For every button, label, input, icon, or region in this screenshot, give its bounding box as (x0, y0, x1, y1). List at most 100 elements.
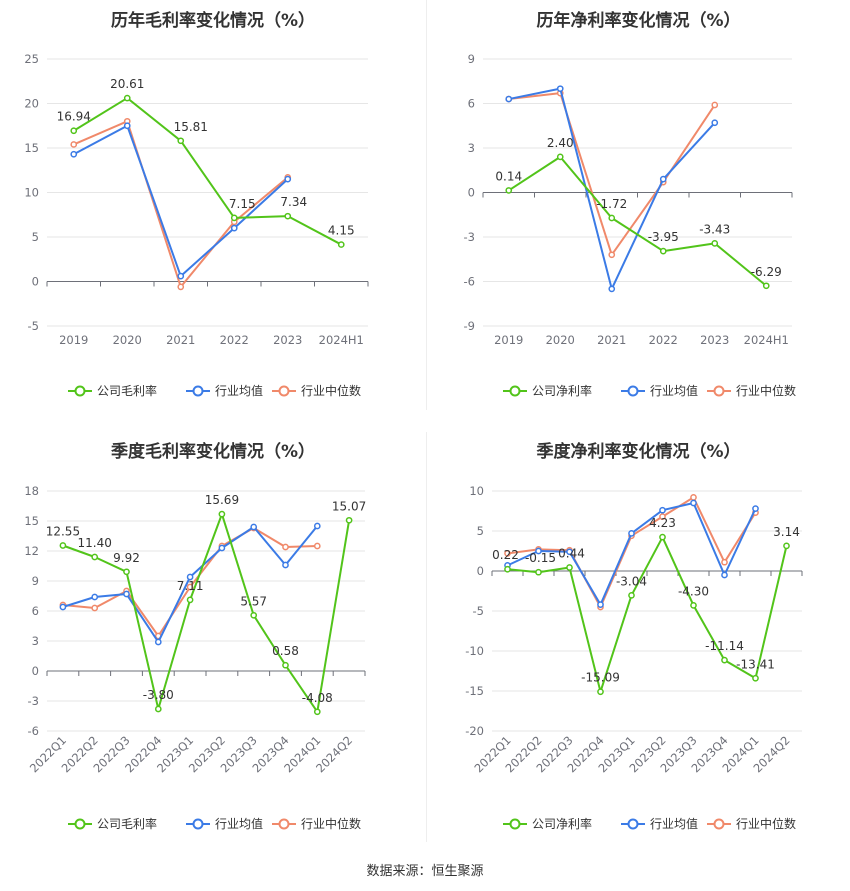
legend-item-company[interactable]: 公司毛利率 (68, 816, 157, 831)
data-point-median[interactable] (690, 494, 697, 501)
data-point-company[interactable] (284, 212, 292, 220)
data-point-median[interactable] (504, 550, 511, 557)
data-point-avg[interactable] (659, 506, 666, 514)
data-point-company[interactable] (154, 705, 162, 713)
y-tick-label: 5 (477, 524, 484, 538)
legend-item-company[interactable]: 公司净利率 (503, 816, 592, 831)
x-tick-label: 2022 (649, 333, 678, 347)
divider-bottom (426, 432, 427, 842)
data-point-avg[interactable] (177, 272, 185, 280)
data-point-company[interactable] (186, 596, 194, 604)
data-point-company[interactable] (218, 510, 226, 518)
data-point-avg[interactable] (566, 548, 573, 556)
data-point-median[interactable] (177, 283, 185, 291)
data-label: 11.40 (78, 536, 112, 550)
data-point-company[interactable] (505, 187, 513, 194)
data-point-median[interactable] (608, 251, 616, 259)
data-label: 12.55 (46, 525, 80, 539)
data-point-company[interactable] (250, 611, 258, 619)
data-point-company[interactable] (783, 542, 790, 550)
chart-quarterly-gross-margin: 季度毛利率变化情况（%） 18 15 12 9 6 3 0 -3 -6 2022Q1 2022Q2 20… (0, 432, 426, 850)
x-tick-label: 2019 (59, 333, 88, 347)
data-point-avg[interactable] (556, 85, 564, 93)
data-point-avg[interactable] (123, 590, 130, 598)
data-point-median[interactable] (282, 543, 289, 551)
data-point-company[interactable] (597, 688, 604, 696)
data-point-avg[interactable] (186, 573, 194, 581)
legend-item-median[interactable]: 行业中位数 (707, 816, 796, 831)
data-point-avg[interactable] (70, 150, 78, 158)
chart-title: 历年毛利率变化情况（%） (111, 10, 315, 31)
data-point-avg[interactable] (218, 544, 226, 552)
legend-item-avg[interactable]: 行业均值 (186, 816, 263, 831)
data-point-avg[interactable] (313, 522, 321, 530)
data-point-median[interactable] (711, 101, 719, 109)
data-point-avg[interactable] (230, 224, 238, 232)
legend-item-median[interactable]: 行业中位数 (272, 816, 361, 831)
legend-item-median[interactable]: 行业中位数 (707, 383, 796, 398)
y-tick-label: 20 (24, 97, 39, 111)
data-point-median[interactable] (70, 141, 78, 148)
data-point-avg[interactable] (690, 499, 697, 507)
data-point-company[interactable] (762, 282, 770, 290)
data-point-avg[interactable] (535, 547, 542, 555)
data-point-company[interactable] (659, 247, 667, 255)
chart-title: 历年净利率变化情况（%） (536, 10, 740, 31)
data-point-company[interactable] (91, 553, 99, 561)
data-point-avg[interactable] (721, 571, 728, 579)
data-point-company[interactable] (59, 542, 67, 549)
data-label: 0.58 (272, 644, 299, 658)
data-point-median[interactable] (186, 583, 194, 591)
data-point-company[interactable] (690, 602, 697, 609)
data-point-company[interactable] (345, 516, 353, 524)
data-point-avg[interactable] (282, 561, 289, 569)
data-point-company[interactable] (659, 533, 666, 541)
data-point-company[interactable] (123, 94, 131, 102)
data-point-median[interactable] (313, 542, 321, 550)
data-point-company[interactable] (337, 241, 345, 248)
data-point-avg[interactable] (711, 119, 719, 127)
data-point-company[interactable] (721, 656, 728, 664)
data-point-avg[interactable] (505, 95, 513, 103)
data-point-avg[interactable] (123, 122, 131, 130)
data-point-median[interactable] (659, 513, 666, 520)
data-point-avg[interactable] (250, 523, 258, 531)
data-label: 3.14 (773, 525, 800, 539)
data-point-company[interactable] (608, 214, 616, 222)
data-point-company[interactable] (70, 127, 78, 135)
data-point-company[interactable] (504, 565, 511, 573)
data-point-company[interactable] (752, 674, 759, 682)
data-point-company[interactable] (313, 708, 321, 716)
data-point-company[interactable] (230, 214, 238, 222)
data-point-avg[interactable] (284, 175, 292, 183)
legend-item-median[interactable]: 行业中位数 (272, 383, 361, 398)
data-label: -3.43 (699, 222, 730, 236)
data-label: 9.92 (113, 551, 140, 565)
legend-item-avg[interactable]: 行业均值 (186, 383, 263, 398)
y-tick-label: 3 (32, 634, 39, 648)
data-point-company[interactable] (282, 661, 289, 669)
data-point-company[interactable] (177, 137, 185, 145)
data-point-company[interactable] (535, 568, 542, 576)
legend-item-avg[interactable]: 行业均值 (621, 383, 698, 398)
legend-item-company[interactable]: 公司净利率 (503, 383, 592, 398)
data-point-company[interactable] (123, 568, 130, 576)
data-point-avg[interactable] (628, 530, 635, 537)
data-point-avg[interactable] (752, 505, 759, 512)
data-point-avg[interactable] (608, 285, 616, 293)
data-point-company[interactable] (556, 153, 564, 161)
data-point-avg[interactable] (91, 593, 99, 601)
data-point-company[interactable] (711, 240, 719, 247)
series-line-avg (508, 87, 716, 290)
data-point-median[interactable] (91, 604, 99, 612)
legend-item-avg[interactable]: 行业均值 (621, 816, 698, 831)
legend-marker (74, 385, 86, 397)
data-point-avg[interactable] (154, 638, 162, 646)
data-point-company[interactable] (628, 591, 635, 599)
data-point-avg[interactable] (659, 175, 667, 183)
legend-item-company[interactable]: 公司毛利率 (68, 383, 157, 398)
data-point-company[interactable] (566, 564, 573, 571)
data-point-median[interactable] (721, 558, 728, 566)
data-point-avg[interactable] (597, 601, 604, 608)
data-point-avg[interactable] (59, 603, 67, 611)
